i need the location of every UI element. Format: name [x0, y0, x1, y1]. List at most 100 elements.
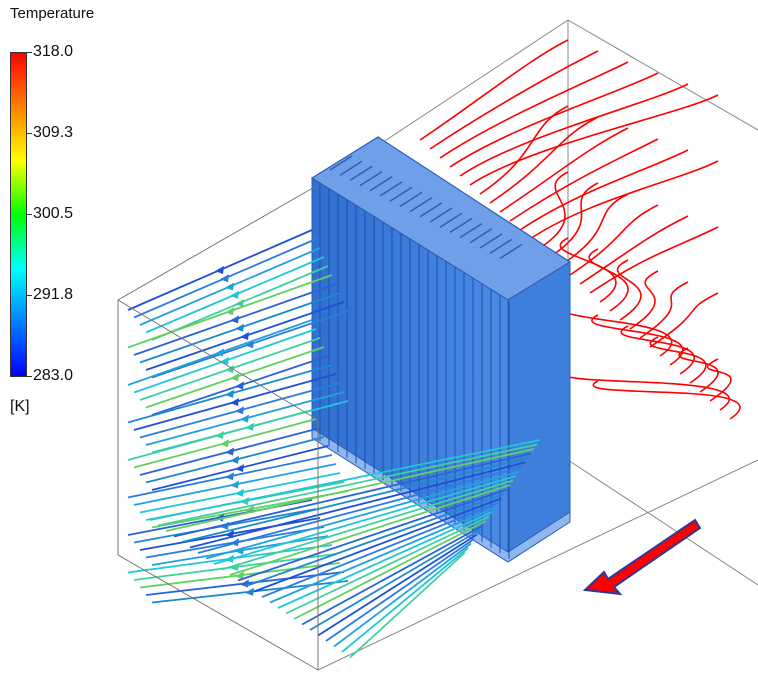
hot-streamline — [639, 281, 689, 339]
hot-streamline — [539, 171, 569, 249]
exchanger-fin — [379, 181, 403, 197]
streamline-arrowhead — [220, 439, 229, 448]
hot-streamline — [649, 292, 719, 348]
streamline-arrowhead — [235, 381, 244, 390]
hot-streamline — [509, 138, 659, 222]
exchanger-fin — [369, 176, 393, 192]
box-edge — [117, 299, 319, 421]
cold-streamline — [293, 520, 487, 620]
hot-streamline — [563, 369, 731, 411]
hot-streamline — [429, 50, 599, 150]
hot-streamline — [479, 105, 569, 195]
tick-mark — [26, 214, 32, 215]
flow-direction-arrow — [582, 518, 702, 596]
box-edge — [117, 554, 319, 671]
cold-streamline — [189, 461, 526, 549]
cold-streamline — [237, 488, 508, 582]
streamline-arrowhead — [225, 365, 234, 373]
cold-streamlines — [127, 229, 541, 659]
streamline-arrowhead — [230, 398, 239, 406]
box-edge — [567, 19, 758, 131]
cold-streamline — [165, 448, 535, 532]
exchanger-fin — [459, 222, 483, 239]
streamline-arrowhead — [225, 447, 234, 456]
streamline-arrowhead — [225, 472, 234, 481]
hot-streamline — [649, 336, 707, 384]
streamline-arrowhead — [215, 431, 224, 439]
streamline-arrowhead — [230, 455, 239, 464]
cold-streamline — [325, 538, 475, 642]
hot-streamline — [489, 116, 599, 204]
exchanger-fin — [419, 202, 443, 218]
hot-streamline — [439, 61, 629, 159]
streamline-arrowhead — [225, 282, 234, 291]
exchanger-fin — [469, 228, 493, 244]
cold-streamline — [349, 551, 466, 659]
cold-streamline — [333, 542, 472, 648]
tick-mark — [26, 133, 32, 134]
hot-streamline — [559, 237, 617, 303]
streamline-arrowhead — [235, 299, 244, 307]
cold-streamline — [173, 452, 532, 538]
streamline-arrowhead — [240, 414, 249, 423]
tick-label-4: 291.8 — [33, 286, 74, 303]
tick-mark — [26, 295, 32, 296]
cold-streamline — [213, 475, 517, 565]
exchanger-fin — [449, 217, 473, 234]
exchanger-side-face — [507, 261, 571, 561]
hot-streamline — [559, 193, 629, 267]
cold-streamline — [205, 470, 520, 560]
hot-streamline — [449, 72, 659, 168]
exchanger-fin — [489, 238, 513, 254]
streamline-arrowhead — [230, 315, 239, 324]
cold-streamline — [197, 466, 523, 554]
hot-streamline — [706, 358, 732, 402]
streamline-arrowhead — [225, 307, 234, 316]
hot-streamline — [588, 248, 629, 312]
tick-mark — [26, 376, 32, 377]
hot-streamlines — [419, 39, 741, 420]
box-edge — [117, 184, 319, 301]
cold-streamline — [309, 529, 481, 631]
exchanger-fin — [499, 243, 523, 260]
cold-streamline — [317, 533, 478, 637]
exchanger-fin — [329, 155, 353, 171]
exchanger-fin — [479, 233, 503, 249]
cold-streamline — [253, 497, 502, 593]
streamline-arrowhead — [220, 274, 229, 283]
streamline-arrowhead — [235, 406, 244, 415]
streamline-arrowhead — [240, 332, 249, 340]
cold-streamline — [269, 506, 496, 604]
exchanger-fin — [389, 186, 413, 202]
streamline-arrowhead — [225, 389, 234, 398]
streamline-arrowhead — [215, 513, 224, 522]
streamline-arrowhead — [230, 373, 239, 382]
hot-streamline — [499, 127, 629, 213]
streamline-arrowhead — [220, 356, 229, 365]
exchanger-fin — [339, 160, 363, 176]
cold-streamline — [245, 493, 505, 587]
hot-streamline — [561, 303, 673, 357]
cold-streamline — [181, 457, 529, 543]
unit-label: [K] — [10, 398, 30, 415]
hot-streamline — [469, 94, 719, 186]
exchanger-fin — [349, 165, 373, 182]
tick-label-max: 318.0 — [33, 43, 74, 60]
exchanger-bottom-plate — [311, 427, 571, 563]
streamline-arrowhead — [235, 488, 244, 497]
hot-streamline — [549, 182, 599, 258]
hot-streamline — [678, 347, 719, 393]
tick-label-min: 283.0 — [33, 367, 74, 384]
tick-label-2: 309.3 — [33, 124, 74, 141]
exchanger-fin — [429, 207, 453, 223]
domain-box-front-edges — [117, 184, 319, 671]
exchanger-fin — [439, 212, 463, 228]
cold-streamline — [157, 443, 538, 527]
hot-streamline — [569, 204, 659, 276]
streamline-arrowhead — [230, 538, 239, 547]
hot-streamline — [616, 259, 642, 321]
hot-streamline — [419, 39, 569, 141]
streamline-arrowhead — [230, 480, 239, 489]
hot-streamline — [629, 270, 659, 330]
tick-mark — [26, 52, 32, 53]
